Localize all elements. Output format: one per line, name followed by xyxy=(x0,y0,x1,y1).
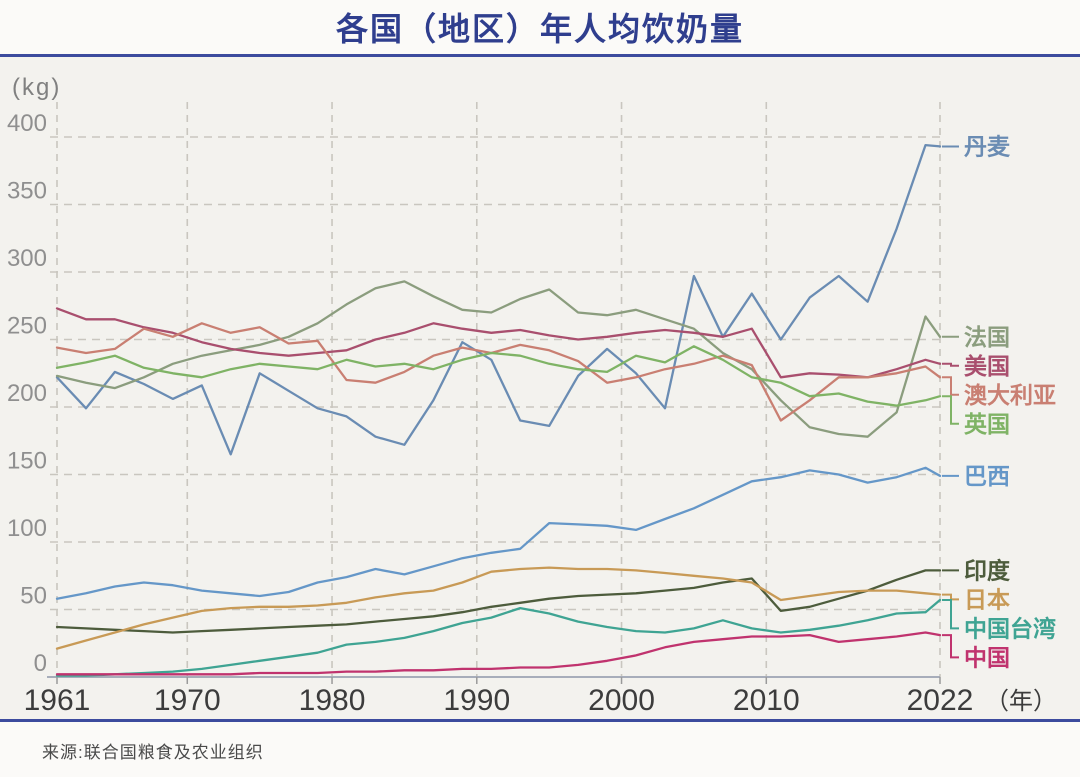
series-label-usa: 美国 xyxy=(964,353,1010,379)
series-label-uk: 英国 xyxy=(964,411,1010,437)
y-tick-label: 0 xyxy=(34,650,47,677)
y-tick-label: 350 xyxy=(7,178,47,205)
chart-background xyxy=(0,57,1080,719)
x-axis-unit: （年） xyxy=(985,688,1057,715)
y-tick-label: 150 xyxy=(7,448,47,475)
series-label-brazil: 巴西 xyxy=(964,463,1010,489)
series-line-australia xyxy=(55,322,942,422)
series-label-china: 中国 xyxy=(964,644,1010,670)
x-tick-label: 1980 xyxy=(299,684,366,717)
series-label-france: 法国 xyxy=(964,324,1010,350)
series-label-taiwan: 中国台湾 xyxy=(964,615,1056,641)
label-connector-taiwan xyxy=(942,599,959,630)
series-line-uk xyxy=(55,345,942,407)
bottom-divider xyxy=(0,719,1080,722)
series-line-denmark xyxy=(55,143,942,456)
y-tick-label: 50 xyxy=(20,583,47,610)
top-divider xyxy=(0,54,1080,57)
y-tick-label: 250 xyxy=(7,313,47,340)
source-note: 来源:联合国粮食及农业组织 xyxy=(42,743,264,762)
series-label-india: 印度 xyxy=(964,557,1011,583)
series-line-india xyxy=(55,569,942,634)
x-tick-label: 2000 xyxy=(588,684,655,717)
x-tick-label: 1970 xyxy=(154,684,221,717)
y-tick-label: 400 xyxy=(7,110,47,137)
y-axis-unit: (kg) xyxy=(12,74,61,101)
series-line-france xyxy=(55,280,942,438)
label-connector-japan xyxy=(942,593,959,601)
label-connector-uk xyxy=(942,395,959,425)
y-tick-label: 300 xyxy=(7,245,47,272)
y-tick-label: 200 xyxy=(7,380,47,407)
x-tick-label: 2022 xyxy=(907,684,974,717)
series-line-taiwan xyxy=(55,598,942,677)
series-line-china xyxy=(55,631,942,676)
x-tick-label: 1990 xyxy=(443,684,510,717)
page-title: 各国（地区）年人均饮奶量 xyxy=(335,11,744,47)
series-label-denmark: 丹麦 xyxy=(964,133,1011,159)
milk-consumption-line-chart: 0 50 100 150 200 250 300 350 400 1961 1970 1980 1990… xyxy=(7,74,1057,717)
series-line-japan xyxy=(55,566,942,650)
series-label-japan: 日本 xyxy=(964,586,1010,612)
y-tick-label: 100 xyxy=(7,515,47,542)
series-line-usa xyxy=(55,307,942,379)
label-connector-china xyxy=(942,634,959,659)
series-label-australia: 澳大利亚 xyxy=(964,382,1056,408)
label-connector-australia xyxy=(942,376,959,396)
series-line-brazil xyxy=(55,466,942,600)
x-tick-label: 1961 xyxy=(24,684,91,717)
x-tick-label: 2010 xyxy=(733,684,800,717)
label-connector-usa xyxy=(942,362,959,367)
